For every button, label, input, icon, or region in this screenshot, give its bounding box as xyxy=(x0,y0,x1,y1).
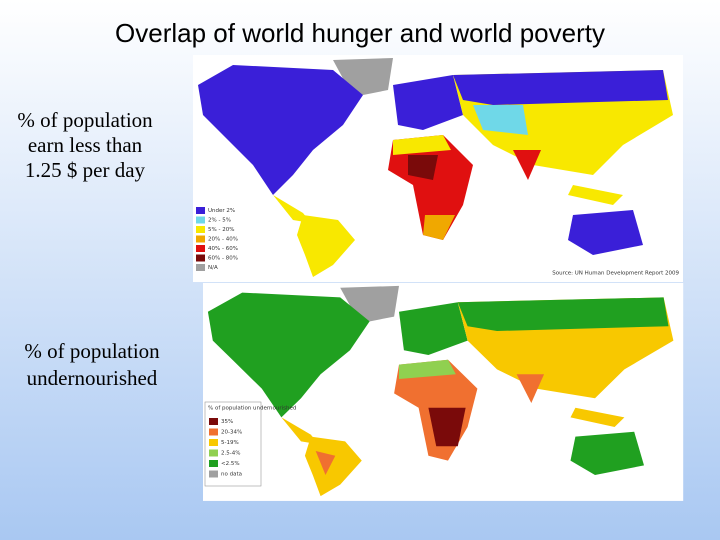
slide-title: Overlap of world hunger and world povert… xyxy=(115,18,605,48)
legend-swatch xyxy=(196,254,205,262)
legend-title: % of population undernourished xyxy=(208,406,296,412)
legend-swatch xyxy=(209,439,218,446)
legend-swatch xyxy=(209,470,218,478)
hunger-map xyxy=(203,283,684,501)
legend-swatch xyxy=(196,245,205,252)
legend-swatch xyxy=(209,418,218,425)
legend-swatch xyxy=(209,428,218,436)
side-label: % of population xyxy=(24,339,160,363)
legend-label: 5% - 20% xyxy=(208,227,234,233)
legend-swatch xyxy=(196,235,205,243)
legend-swatch xyxy=(196,216,205,224)
legend-swatch xyxy=(196,226,205,233)
legend-label: 60% - 80% xyxy=(208,256,238,262)
legend-label: <2.5% xyxy=(221,461,240,467)
legend-swatch xyxy=(196,264,205,271)
legend-swatch xyxy=(209,449,218,457)
legend-label: 35% xyxy=(221,419,233,425)
source-note: Source: UN Human Development Report 2009 xyxy=(552,271,679,277)
side-label: 1.25 $ per day xyxy=(25,158,146,182)
legend-label: Under 2% xyxy=(208,208,235,214)
legend-label: 20% - 40% xyxy=(208,237,238,243)
legend-label: N/A xyxy=(208,265,218,271)
legend-label: 2.5-4% xyxy=(221,451,240,457)
legend-label: 5-19% xyxy=(221,440,239,446)
legend-label: no data xyxy=(221,472,242,478)
side-label: earn less than xyxy=(28,133,143,157)
legend-label: 20-34% xyxy=(221,430,242,436)
legend-swatch xyxy=(209,460,218,467)
legend-label: 2% - 5% xyxy=(208,218,231,224)
poverty-map: Under 2% 2% - 5% 5% - 20% 20% - 40% 40% - 60… xyxy=(193,55,683,282)
legend-swatch xyxy=(196,207,205,214)
side-label: % of population xyxy=(17,108,153,132)
side-label: undernourished xyxy=(27,366,158,390)
legend-label: 40% - 60% xyxy=(208,246,238,252)
